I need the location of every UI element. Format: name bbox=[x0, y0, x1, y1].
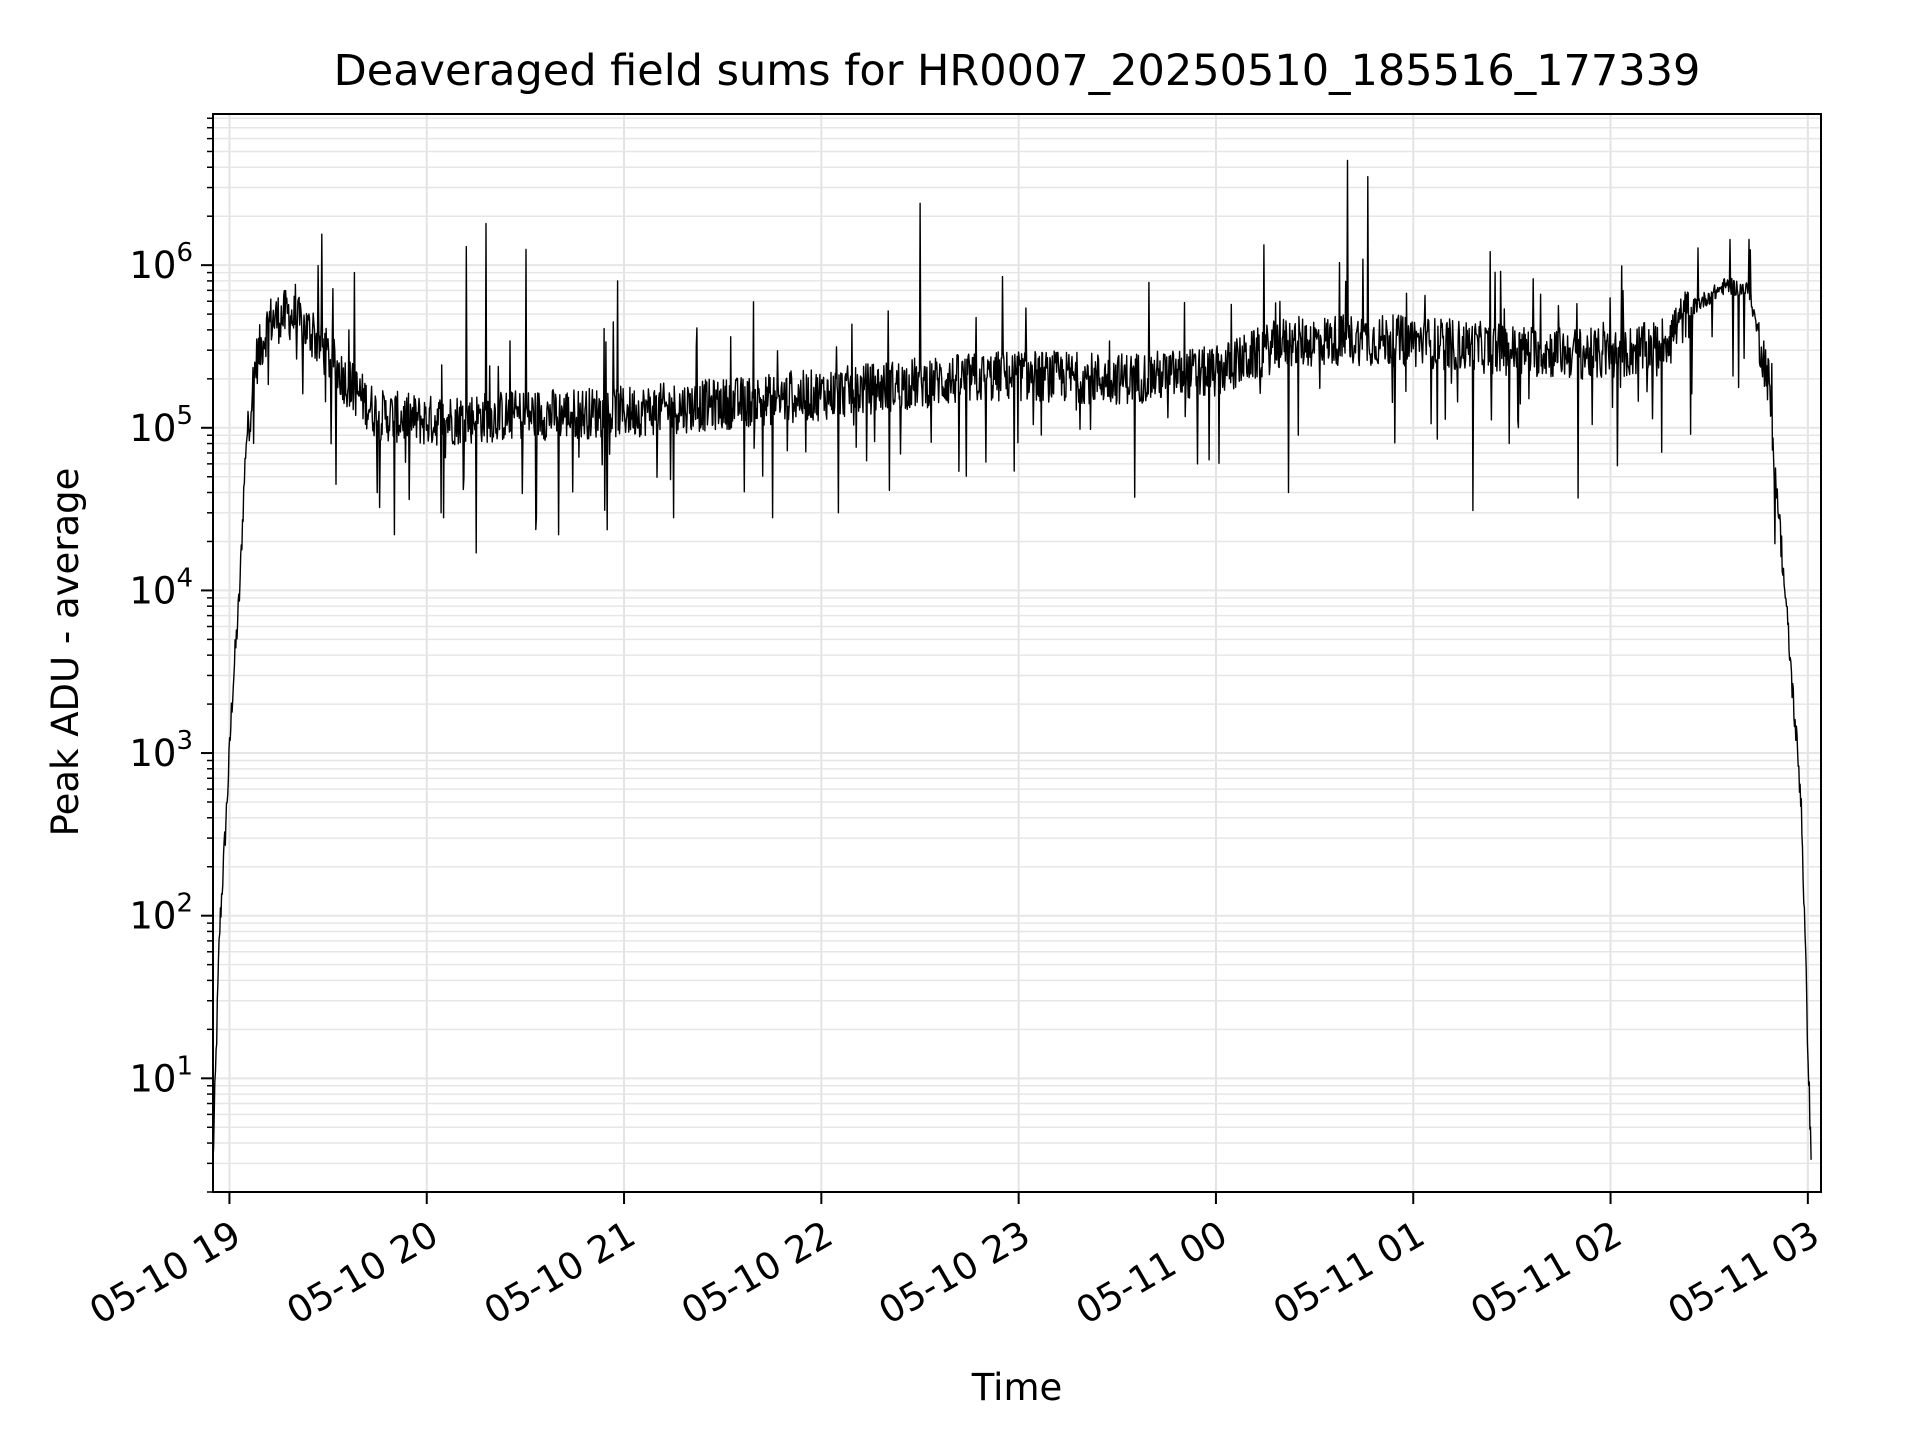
plot-frame bbox=[212, 113, 1822, 1193]
series-line bbox=[212, 159, 1812, 1160]
y-tick-label: 101 bbox=[129, 1051, 193, 1100]
data-line-layer bbox=[212, 159, 1812, 1160]
chart-title: Deaveraged field sums for HR0007_2025051… bbox=[334, 46, 1701, 96]
y-tick-label: 103 bbox=[129, 726, 193, 775]
x-axis-label: Time bbox=[971, 1366, 1063, 1409]
y-tick-label: 104 bbox=[129, 563, 193, 612]
y-tick-label: 106 bbox=[129, 238, 193, 287]
y-tick-label: 105 bbox=[129, 401, 193, 450]
y-axis-label: Peak ADU - average bbox=[44, 468, 87, 837]
y-axis-ticks: 101 102 103 104 105 106 bbox=[129, 117, 213, 1193]
y-tick-label: 102 bbox=[129, 889, 193, 938]
